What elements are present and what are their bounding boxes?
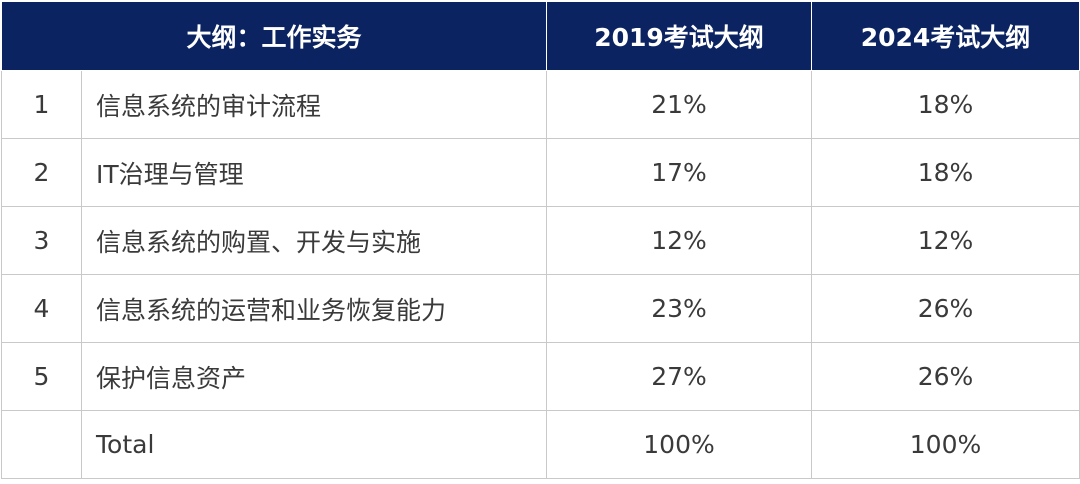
table-row: 5 保护信息资产 27% 26% — [1, 342, 1080, 411]
table-row: 2 IT治理与管理 17% 18% — [1, 138, 1080, 207]
total-2019-percent: 100% — [546, 410, 813, 479]
row-number: 2 — [1, 138, 82, 207]
row-topic: 保护信息资产 — [80, 342, 548, 411]
row-topic: IT治理与管理 — [80, 138, 548, 207]
row-2019-percent: 23% — [546, 274, 813, 343]
table-header: 大纲：工作实务 2019考试大纲 2024考试大纲 — [0, 1, 1080, 71]
row-number: 3 — [1, 206, 82, 275]
table-row: 1 信息系统的审计流程 21% 18% — [1, 70, 1080, 139]
table-row: 4 信息系统的运营和业务恢复能力 23% 26% — [1, 274, 1080, 343]
header-row: 大纲：工作实务 2019考试大纲 2024考试大纲 — [0, 1, 1080, 71]
row-2024-percent: 26% — [811, 274, 1080, 343]
row-2019-percent: 27% — [546, 342, 813, 411]
row-2019-percent: 17% — [546, 138, 813, 207]
row-number: 5 — [1, 342, 82, 411]
row-2019-percent: 12% — [546, 206, 813, 275]
row-2024-percent: 12% — [811, 206, 1080, 275]
header-2019: 2019考试大纲 — [546, 1, 813, 71]
row-number: 1 — [1, 70, 82, 139]
header-2024: 2024考试大纲 — [811, 1, 1080, 71]
row-topic: 信息系统的审计流程 — [80, 70, 548, 139]
total-number-cell — [1, 410, 82, 479]
row-2024-percent: 18% — [811, 70, 1080, 139]
row-number: 4 — [1, 274, 82, 343]
row-topic: 信息系统的运营和业务恢复能力 — [80, 274, 548, 343]
table-row: 3 信息系统的购置、开发与实施 12% 12% — [1, 206, 1080, 275]
row-2024-percent: 26% — [811, 342, 1080, 411]
row-2019-percent: 21% — [546, 70, 813, 139]
table-body: 1 信息系统的审计流程 21% 18% 2 IT治理与管理 17% 18% 3 … — [1, 70, 1080, 479]
row-topic: 信息系统的购置、开发与实施 — [80, 206, 548, 275]
total-row: Total 100% 100% — [1, 410, 1080, 479]
row-2024-percent: 18% — [811, 138, 1080, 207]
header-topic: 大纲：工作实务 — [0, 1, 548, 71]
total-label: Total — [80, 410, 548, 479]
total-2024-percent: 100% — [811, 410, 1080, 479]
